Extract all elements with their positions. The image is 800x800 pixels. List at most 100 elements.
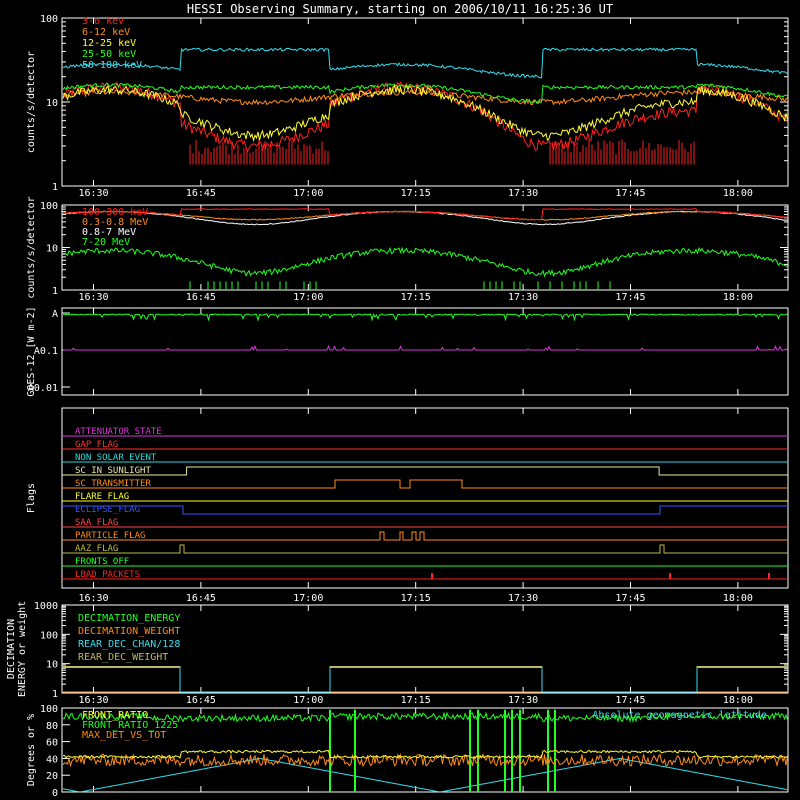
y-tick-label: 100 xyxy=(40,201,58,212)
legend-entry: 7-20 MeV xyxy=(82,237,130,248)
y-axis-label: Flags xyxy=(26,483,37,513)
flag-label: FRONTS_OFF xyxy=(75,557,129,567)
flag-label: AAZ_FLAG xyxy=(75,544,118,554)
y-axis-label: Degrees or % xyxy=(26,714,37,786)
flag-label: FLARE_FLAG xyxy=(75,492,129,502)
legend-entry: 100-300 keV xyxy=(82,207,148,218)
y-axis-label: DECIMATION xyxy=(6,619,17,679)
x-tick-label: 16:45 xyxy=(186,292,216,303)
chart-title: HESSI Observing Summary, starting on 200… xyxy=(187,2,613,16)
flag-label: ECLIPSE_FLAG xyxy=(75,505,140,515)
y-tick-label: A0.1 xyxy=(34,346,58,357)
legend-entry: FRONT_RATIO_1225 xyxy=(82,720,178,731)
legend-entry: DECIMATION_WEIGHT xyxy=(78,626,180,637)
flag-line xyxy=(62,544,788,554)
y-tick-label: 80 xyxy=(46,721,58,732)
legend-entry: 12-25 keV xyxy=(82,38,136,49)
series-50-100-kev xyxy=(62,47,788,79)
x-tick-label: 17:30 xyxy=(508,593,538,604)
y-axis-label: GOES-12 [W m-2] xyxy=(26,306,37,396)
legend-entry: 50-100 keV xyxy=(82,60,142,71)
panel-5: 16:30 16:45 17:00 17:15 17:30 17:45 18:00 DECIM… xyxy=(6,601,789,706)
x-tick-label: 17:45 xyxy=(615,695,645,706)
panel-2: 16:30 16:45 17:00 17:15 17:30 17:45 18:00 count… xyxy=(26,196,789,303)
flag-label: GAP_FLAG xyxy=(75,440,118,450)
legend-entry: 6-12 keV xyxy=(82,27,130,38)
panel-1: 16:30 16:45 17:00 17:15 17:30 17:45 18:00 count… xyxy=(26,14,789,199)
panel-frame xyxy=(61,307,789,396)
y-axis-label: ENERGY or weight xyxy=(17,601,28,697)
x-tick-label: 17:00 xyxy=(293,188,323,199)
x-tick-label: 16:30 xyxy=(78,695,108,706)
y-tick-label: 1 xyxy=(52,286,58,297)
y-tick-label: 100 xyxy=(40,14,58,25)
panel-6: Degrees or % 0 20 40 60 80 100 FRONT_RATIOFRONT… xyxy=(26,704,789,799)
x-tick-label: 16:30 xyxy=(78,593,108,604)
flag-line xyxy=(62,505,788,515)
flag-label: LBAD_PACKETS xyxy=(75,570,140,580)
x-tick-label: 17:45 xyxy=(615,593,645,604)
y-tick-label: A xyxy=(52,309,58,320)
x-tick-label: 18:00 xyxy=(723,593,753,604)
x-tick-label: 17:00 xyxy=(293,292,323,303)
y-tick-label: 1 xyxy=(52,182,58,193)
x-tick-label: 16:30 xyxy=(78,292,108,303)
flag-line xyxy=(62,531,788,541)
panel-4: 16:30 16:45 17:00 17:15 17:30 17:45 18:00 Flags… xyxy=(26,407,789,604)
series-7-20-mev xyxy=(62,246,788,278)
series-front-ratio xyxy=(63,749,788,759)
legend-entry: MAX_DET_VS_TOT xyxy=(82,730,166,741)
x-tick-label: 16:30 xyxy=(78,188,108,199)
y-tick-label: 100 xyxy=(40,704,58,715)
y-tick-label: 60 xyxy=(46,738,58,749)
panel-frame xyxy=(61,707,789,793)
x-tick-label: 17:00 xyxy=(293,695,323,706)
flag-label: SAA_FLAG xyxy=(75,518,118,528)
panel-3: GOES-12 [W m-2] A A0.1 A0.01 xyxy=(26,306,789,397)
legend-entry: REAR_DEC_CHAN/128 xyxy=(78,639,180,650)
y-tick-label: 100 xyxy=(40,630,58,641)
y-tick-label: 10 xyxy=(46,660,58,671)
x-tick-label: 17:15 xyxy=(401,593,431,604)
series-front-ratio-1225 xyxy=(62,711,788,724)
legend-entry: 25-50 keV xyxy=(82,49,136,60)
flag-label: PARTICLE_FLAG xyxy=(75,531,145,541)
x-tick-label: 17:30 xyxy=(508,188,538,199)
flag-label: ATTENUATOR_STATE xyxy=(75,427,162,437)
y-axis-label: counts/s/detector xyxy=(26,51,37,153)
flag-line xyxy=(62,466,788,476)
series-max-det-vs-tot xyxy=(62,752,788,768)
series-12-25-kev xyxy=(62,84,788,143)
legend-entry: 0.8-7 MeV xyxy=(82,227,136,238)
flag-label: SC_TRANSMITTER xyxy=(75,479,151,489)
annotation-label: Absolute geomagnetic latitude xyxy=(592,710,767,721)
x-tick-label: 16:45 xyxy=(186,695,216,706)
x-tick-label: 17:45 xyxy=(615,188,645,199)
y-axis-label: counts/s/detector xyxy=(26,196,37,298)
series-25-50-kev xyxy=(62,82,788,105)
x-tick-label: 18:00 xyxy=(723,695,753,706)
goes-long-channel xyxy=(62,312,788,322)
legend-entry: 0.3-0.8 MeV xyxy=(82,217,148,228)
legend-entry: 3-6 keV xyxy=(82,16,124,27)
y-tick-label: 1000 xyxy=(34,601,58,612)
series-100-300-kev xyxy=(62,208,788,221)
legend-entry: REAR_DEC_WEIGHT xyxy=(78,652,168,663)
rear-dec-chan-line xyxy=(62,667,788,693)
y-tick-label: 40 xyxy=(46,754,58,765)
y-tick-label: 20 xyxy=(46,771,58,782)
legend-entry: FRONT_RATIO xyxy=(82,710,148,721)
goes-short-channel xyxy=(63,344,788,352)
y-tick-label: 0 xyxy=(52,788,58,799)
flag-line xyxy=(62,479,788,489)
y-tick-label: 1 xyxy=(52,689,58,700)
x-tick-label: 18:00 xyxy=(723,292,753,303)
x-tick-label: 17:00 xyxy=(293,593,323,604)
flag-label: NON_SOLAR_EVENT xyxy=(75,453,157,463)
x-tick-label: 16:45 xyxy=(186,593,216,604)
panel-frame xyxy=(61,604,789,694)
x-tick-label: 16:45 xyxy=(186,188,216,199)
panel-frame xyxy=(61,407,789,589)
x-tick-label: 17:30 xyxy=(508,292,538,303)
